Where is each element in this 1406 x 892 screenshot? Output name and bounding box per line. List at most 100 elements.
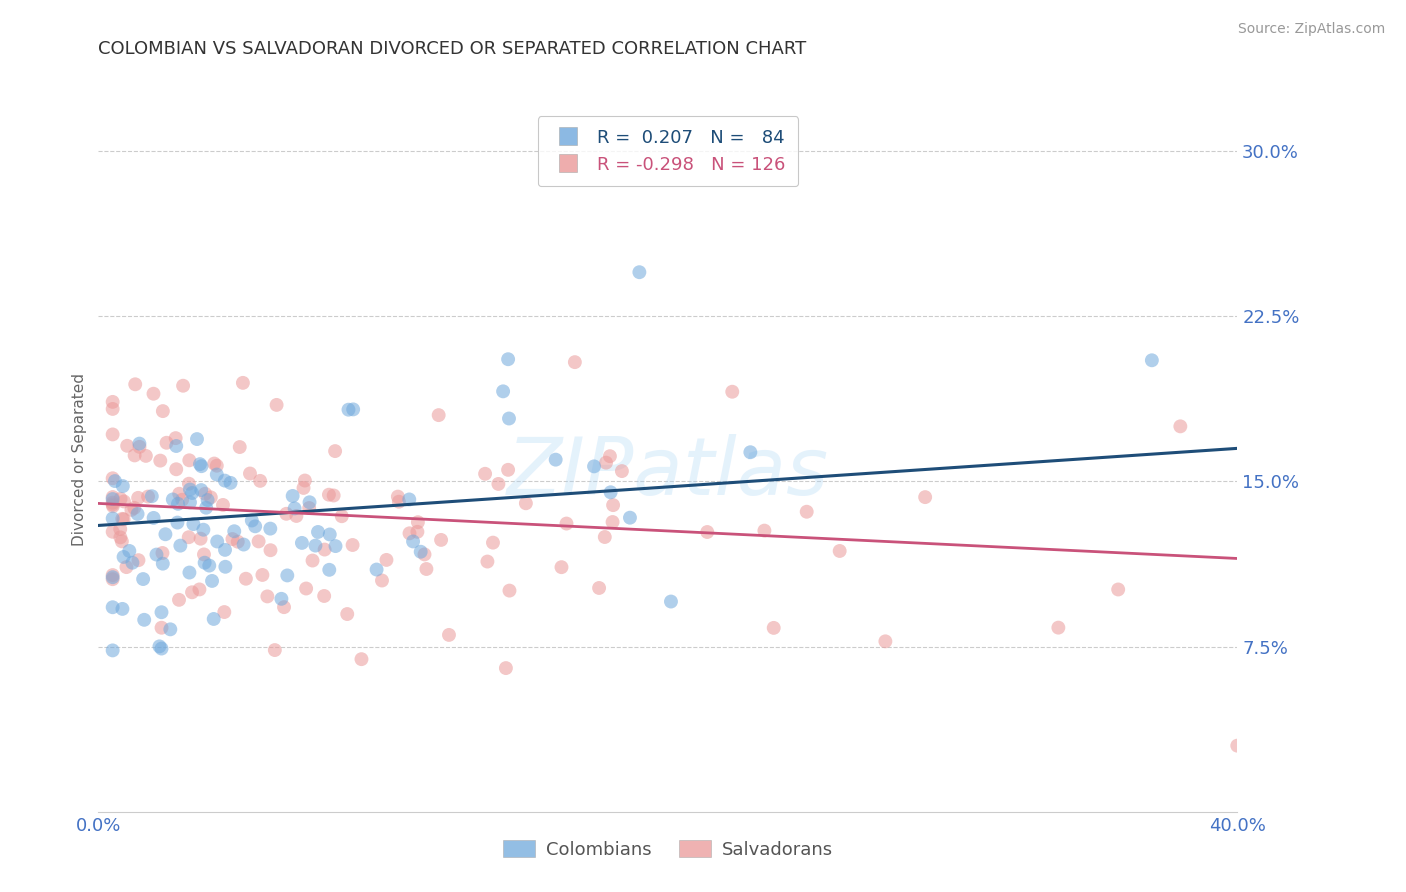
Point — [152, 546, 174, 560]
Point — [307, 524, 329, 539]
Point — [202, 457, 225, 471]
Point — [198, 558, 221, 573]
Point — [284, 501, 307, 516]
Point — [104, 474, 127, 488]
Point — [167, 497, 190, 511]
Point — [127, 491, 149, 505]
Point — [330, 509, 353, 524]
Point — [610, 464, 633, 478]
Point — [152, 404, 174, 418]
Point — [388, 494, 411, 508]
Point — [406, 524, 429, 539]
Point — [291, 536, 314, 550]
Point — [179, 566, 201, 580]
Point — [298, 495, 321, 509]
Point — [544, 452, 567, 467]
Point — [190, 483, 212, 497]
Point — [179, 495, 201, 509]
Point — [141, 489, 163, 503]
Point — [318, 563, 340, 577]
Point — [398, 526, 420, 541]
Point — [437, 628, 460, 642]
Point — [595, 456, 617, 470]
Point — [112, 512, 135, 526]
Point — [181, 585, 204, 599]
Point — [101, 490, 124, 504]
Point — [496, 463, 519, 477]
Point — [202, 612, 225, 626]
Point — [177, 476, 200, 491]
Point — [193, 548, 215, 562]
Point — [226, 534, 249, 549]
Point — [285, 508, 308, 523]
Point — [375, 553, 398, 567]
Point — [145, 548, 167, 562]
Point — [224, 524, 246, 539]
Point — [134, 613, 156, 627]
Point — [482, 535, 505, 549]
Point — [150, 605, 173, 619]
Point — [188, 582, 211, 597]
Point — [214, 605, 236, 619]
Point — [409, 545, 432, 559]
Point — [181, 486, 204, 500]
Point — [197, 493, 219, 508]
Point — [172, 492, 194, 507]
Point — [219, 475, 242, 490]
Point — [583, 459, 606, 474]
Point — [167, 592, 190, 607]
Point — [112, 549, 135, 564]
Point — [101, 600, 124, 615]
Text: Source: ZipAtlas.com: Source: ZipAtlas.com — [1237, 22, 1385, 37]
Point — [914, 490, 936, 504]
Point — [498, 583, 520, 598]
Point — [195, 500, 218, 515]
Point — [142, 511, 165, 525]
Point — [295, 582, 318, 596]
Point — [110, 530, 132, 544]
Point — [148, 640, 170, 654]
Point — [190, 532, 212, 546]
Point — [214, 474, 236, 488]
Point — [599, 485, 621, 500]
Legend: Colombians, Salvadorans: Colombians, Salvadorans — [495, 833, 841, 866]
Point — [294, 474, 316, 488]
Point — [276, 568, 298, 582]
Point — [398, 492, 420, 507]
Point — [142, 386, 165, 401]
Point — [205, 467, 228, 482]
Point — [112, 494, 135, 508]
Point — [166, 516, 188, 530]
Point — [101, 511, 124, 525]
Point — [740, 445, 762, 459]
Point — [150, 641, 173, 656]
Point — [555, 516, 578, 531]
Point — [350, 652, 373, 666]
Point — [263, 643, 285, 657]
Point — [229, 440, 252, 454]
Point — [232, 537, 254, 551]
Point — [314, 542, 336, 557]
Point — [492, 384, 515, 399]
Point — [128, 436, 150, 450]
Point — [115, 560, 138, 574]
Point — [427, 408, 450, 422]
Point — [325, 539, 347, 553]
Point — [1107, 582, 1129, 597]
Point — [205, 534, 228, 549]
Point — [273, 600, 295, 615]
Point — [247, 534, 270, 549]
Point — [183, 517, 205, 532]
Point — [111, 512, 134, 526]
Point — [259, 522, 281, 536]
Text: ZIPatlas: ZIPatlas — [506, 434, 830, 513]
Point — [127, 507, 149, 521]
Point — [239, 467, 262, 481]
Point — [342, 538, 364, 552]
Point — [281, 489, 304, 503]
Point — [270, 591, 292, 606]
Point — [496, 352, 519, 367]
Point — [498, 411, 520, 425]
Point — [101, 496, 124, 510]
Point — [136, 490, 159, 504]
